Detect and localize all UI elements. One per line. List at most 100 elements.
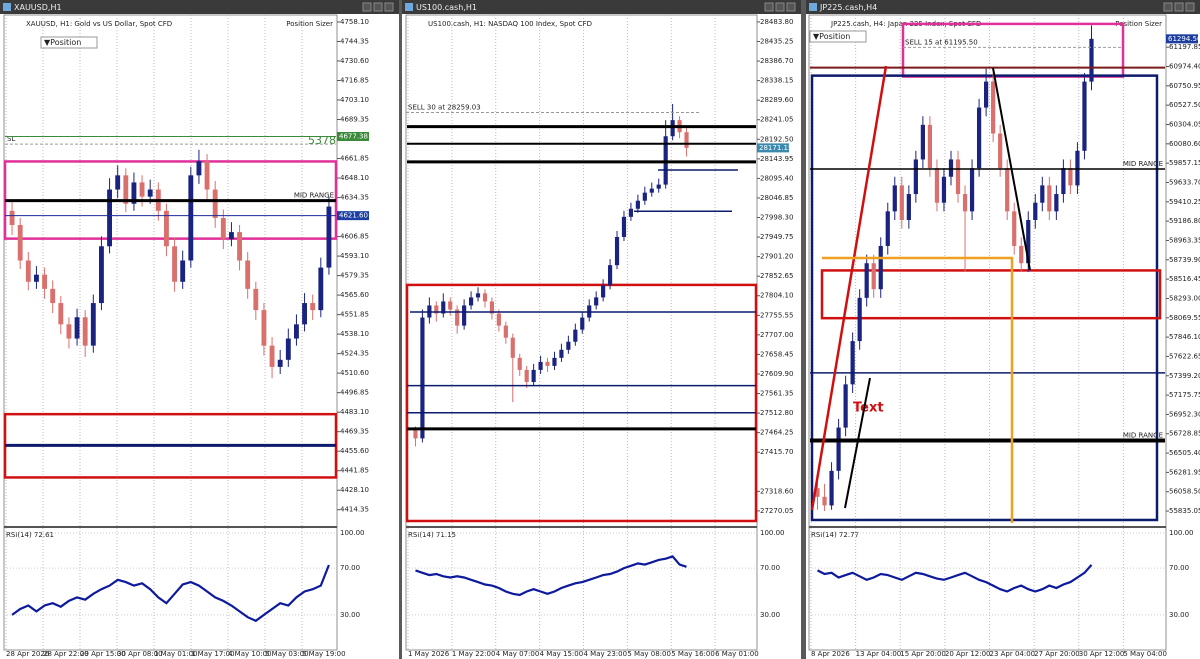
price-label: 4677.38 [339,132,368,140]
level-label: MID RANGE [1123,431,1163,439]
candle-body [489,301,495,314]
x-tick-label: 4 May 07:00 [496,650,540,658]
position-sizer-label: Position Sizer [1115,20,1162,28]
rsi-line [415,555,687,597]
candle-body [9,210,15,226]
candle-body [601,285,606,298]
x-tick-label: 1 May 17:00 [191,650,235,658]
rsi-tick-label: 70.00 [340,564,360,572]
y-tick-label: 4538.10 [340,330,369,338]
chart-title: XAUUSD, H1: Gold vs US Dollar, Spot CFD [26,20,172,28]
candle-body [66,324,72,339]
candle-body [878,245,883,290]
y-tick-label: 58963.35 [1169,236,1200,244]
price-label-box [757,143,789,153]
candle-body [318,267,324,311]
candle-body [962,194,968,212]
x-tick-label: 28 Apr 22:00 [43,650,89,658]
candle-body [123,175,129,204]
plot-frame [3,14,338,651]
y-tick-label: 60750.95 [1169,82,1200,90]
candle-body [74,317,80,339]
candle-body [441,301,446,314]
candle-body [948,159,954,177]
candle-body [1019,245,1024,264]
trend-line [992,67,1031,271]
y-tick-label: 4455.60 [340,447,369,455]
candle-body [927,124,933,169]
x-tick-label: 20 Apr 12:00 [945,650,991,658]
y-tick-label: 27512.80 [760,409,793,417]
candle-body [413,430,418,439]
trend-line [810,65,888,511]
window-control[interactable] [786,2,796,12]
window-control[interactable] [1163,2,1173,12]
panel-button-label: ▼Position [813,32,850,41]
candle-body [50,288,56,304]
x-tick-label: 4 May 15:00 [540,650,584,658]
x-tick-label: 30 Apr 12:00 [1079,650,1125,658]
level-label: MID RANGE [294,192,334,200]
candle-body [864,263,869,298]
window-control[interactable] [1185,2,1195,12]
level-label: MID RANGE [1123,160,1163,168]
candle-body [42,274,47,289]
candle-body [517,357,522,370]
trend-line [844,377,871,509]
candle-body [17,225,23,261]
candle-body [1054,194,1059,212]
annotation: 5378 [308,134,336,147]
y-tick-label: 58293.00 [1169,294,1200,302]
panel-button[interactable] [40,36,98,49]
candle-body [510,337,515,358]
candle-body [294,324,299,339]
x-tick-label: 5 May 03:00 [265,650,309,658]
rsi-tick-label: 30.00 [340,611,360,619]
window-control[interactable] [764,2,774,12]
candle-body [538,361,543,370]
candle-body [196,161,202,176]
x-tick-label: 15 Apr 20:00 [900,650,946,658]
x-tick-label: 13 Apr 04:00 [856,650,902,658]
window-control[interactable] [1174,2,1184,12]
x-tick-label: 5 May 19:00 [302,650,346,658]
window-control[interactable] [362,2,372,12]
window-title: XAUUSD,H1 [14,3,62,12]
candle-body [906,194,911,220]
y-tick-label: 4744.35 [340,37,369,45]
y-tick-label: 27901.20 [760,253,793,261]
panel-button[interactable] [809,30,867,43]
rsi-tick-label: 70.00 [1169,564,1189,572]
candle-body [955,159,961,195]
x-tick-label: 4 May 23:00 [584,650,628,658]
y-tick-label: 4524.35 [340,350,369,358]
rsi-tick-label: 100.00 [1169,529,1194,537]
candle-body [843,384,848,428]
y-tick-label: 4551.85 [340,311,369,319]
window-control[interactable] [775,2,785,12]
y-tick-label: 28289.60 [760,96,793,104]
candle-body [829,470,834,506]
price-label-box [337,131,369,141]
x-tick-label: 8 Apr 2026 [811,650,850,658]
candle-body [277,359,283,367]
candle-body [253,288,259,311]
window-control[interactable] [384,2,394,12]
y-tick-label: 56058.50 [1169,488,1200,496]
y-tick-label: 4469.35 [340,428,369,436]
y-tick-label: 4565.60 [340,291,369,299]
y-tick-label: 59186.80 [1169,217,1200,225]
candle-body [531,369,536,383]
candle-body [172,246,177,282]
candle-body [1082,81,1087,151]
candle-body [261,310,267,346]
candle-body [1040,185,1045,203]
candle-body [285,338,291,360]
candle-body [566,341,571,350]
y-tick-label: 27852.65 [760,272,793,280]
window-control[interactable] [373,2,383,12]
y-tick-label: 60304.05 [1169,121,1200,129]
price-label: 61294.50 [1168,35,1200,43]
candle-body [976,107,982,169]
y-tick-label: 27609.90 [760,370,793,378]
